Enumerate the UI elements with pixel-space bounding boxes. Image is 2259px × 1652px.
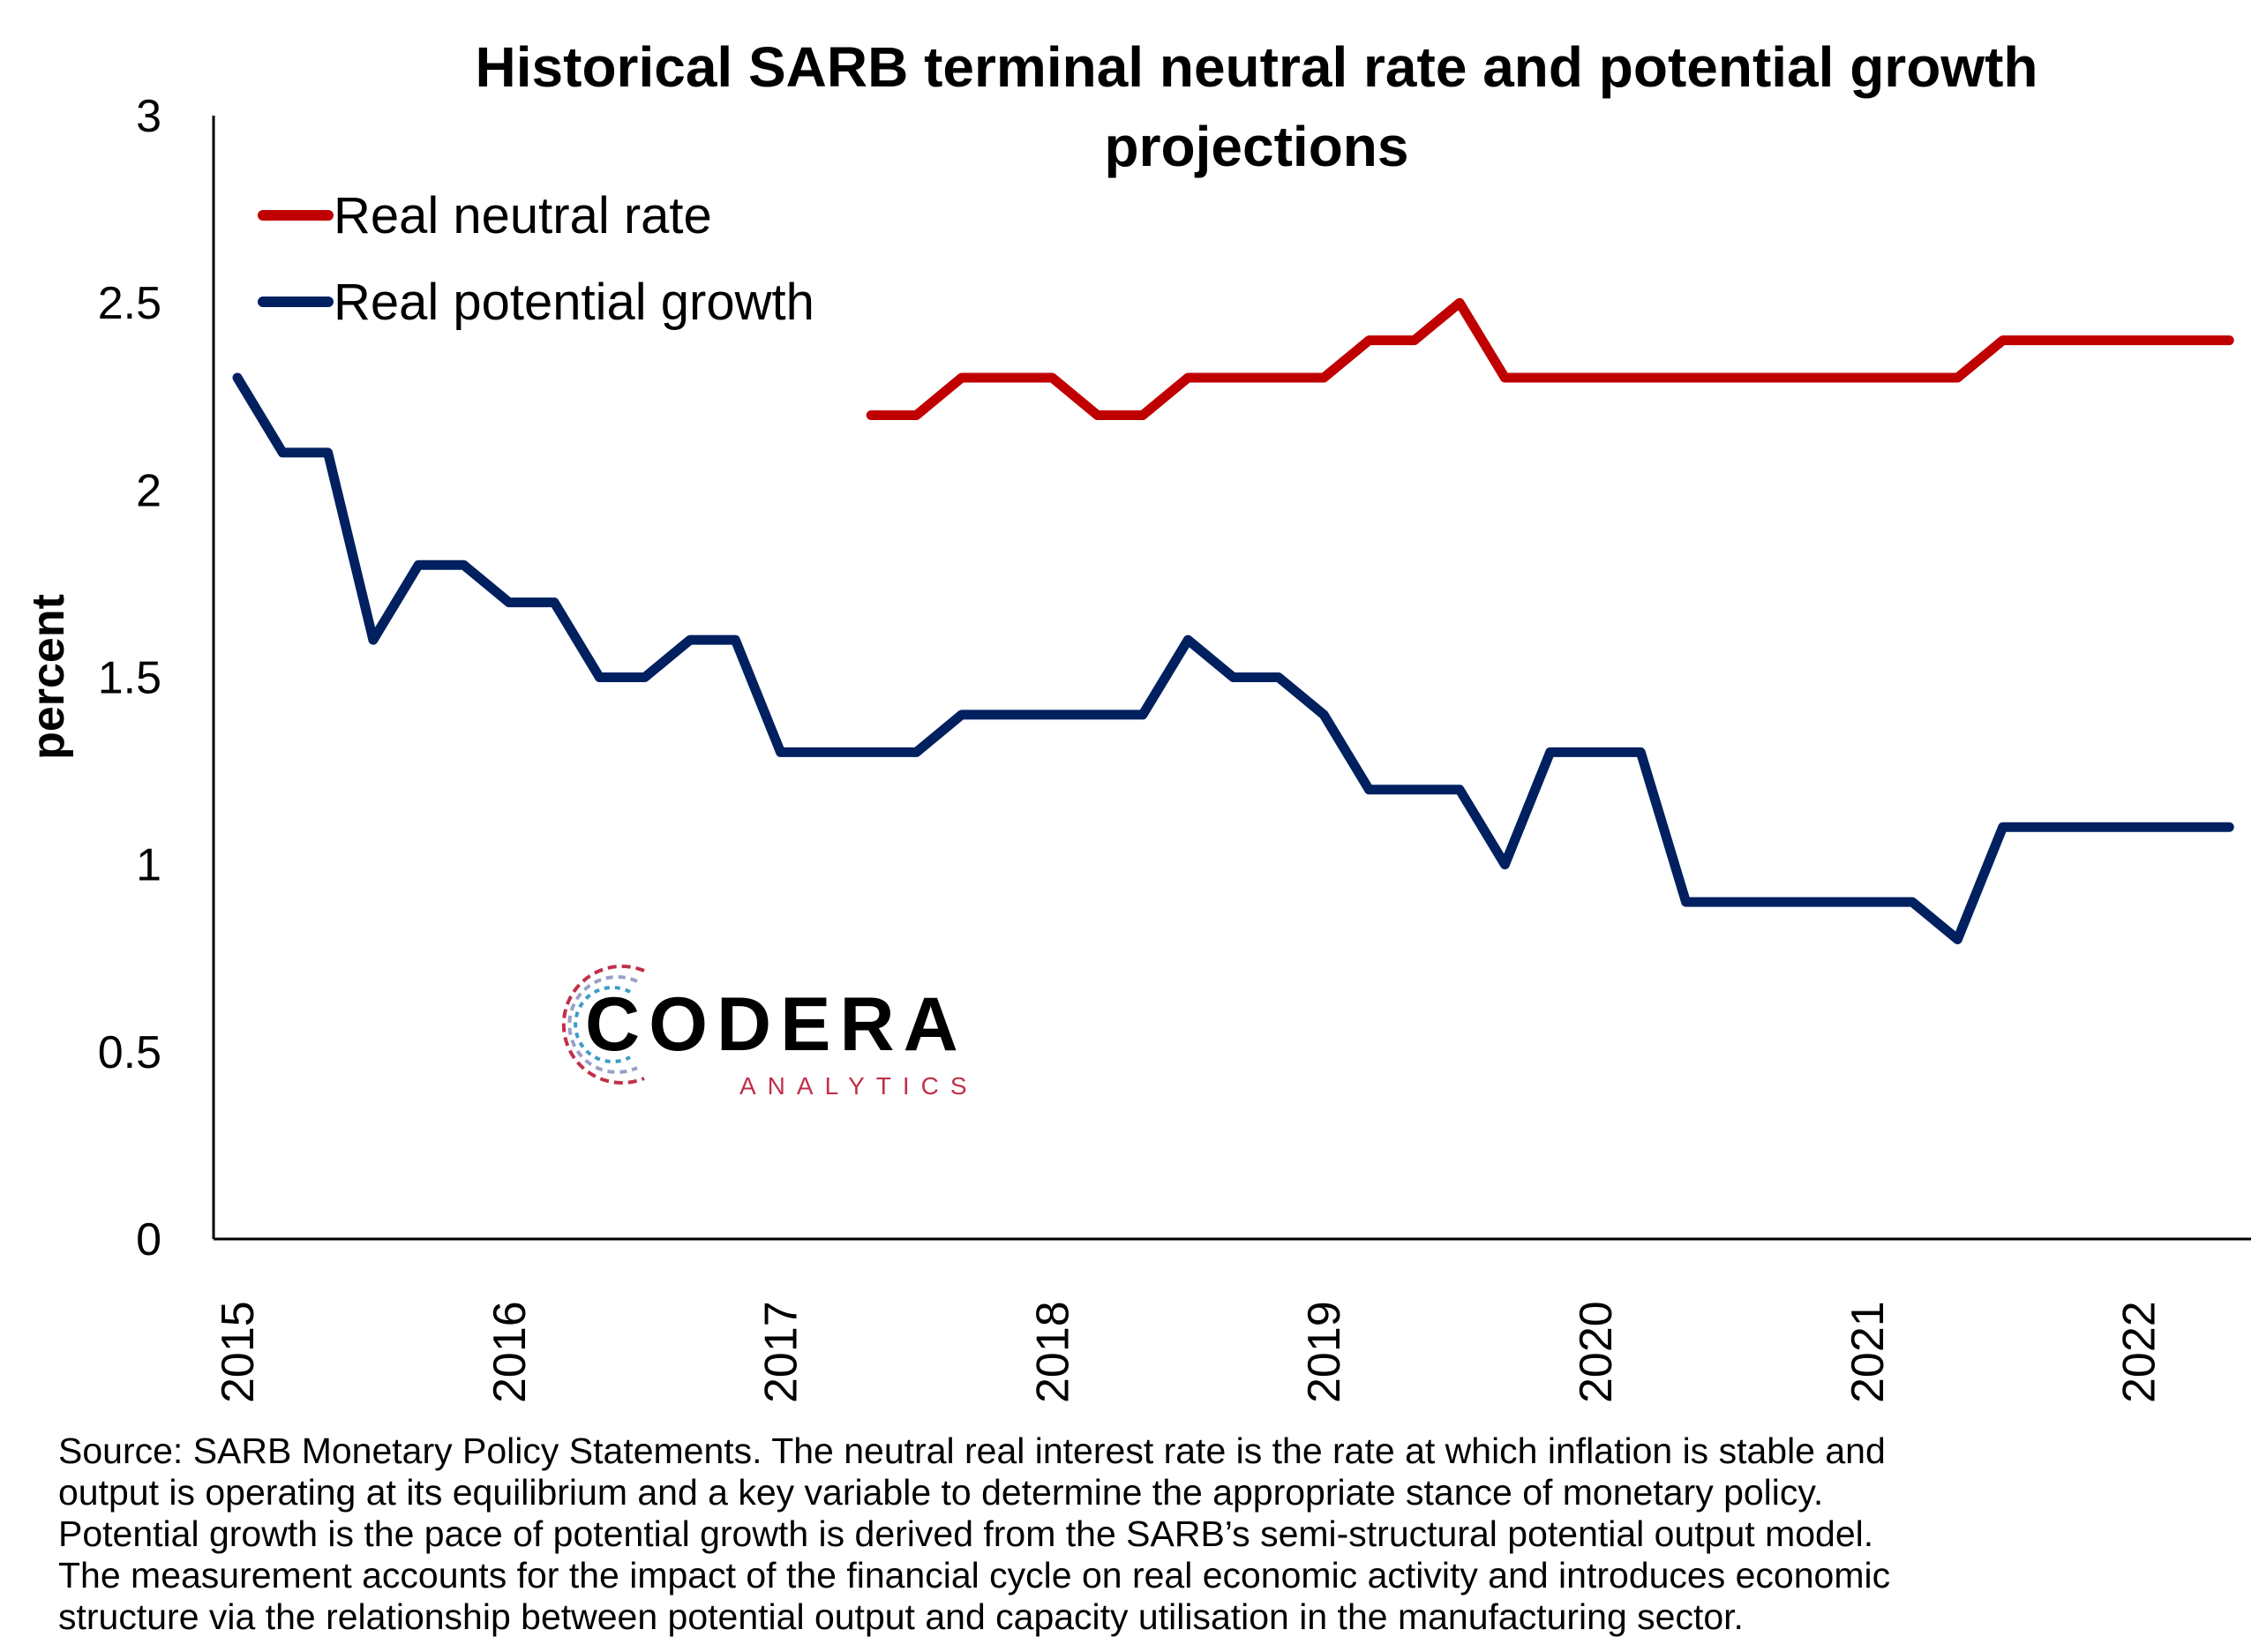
series-line-1 <box>232 372 2234 944</box>
x-tick-label: 2016 <box>484 1301 536 1403</box>
legend-label-real-neutral-rate: Real neutral rate <box>334 187 712 244</box>
y-axis-label: percent <box>23 594 74 760</box>
x-tick-label: 2015 <box>213 1301 264 1403</box>
chart-title-line-2: projections <box>1105 115 1409 178</box>
legend: Real neutral rate Real potential growth <box>258 187 814 331</box>
y-tick-label: 3 <box>136 91 161 142</box>
source-note: Source: SARB Monetary Policy Statements.… <box>58 1430 1890 1637</box>
y-tick-label: 1 <box>136 840 161 891</box>
legend-label-real-potential-growth: Real potential growth <box>334 274 814 331</box>
chart-title-line-1: Historical SARB terminal neutral rate an… <box>476 35 2038 99</box>
x-tick-label: 2017 <box>756 1301 807 1403</box>
series-lines <box>232 297 2234 944</box>
y-tick-labels: 0 0.5 1 1.5 2 2.5 3 <box>98 91 161 1265</box>
source-line: Source: SARB Monetary Policy Statements.… <box>58 1430 1886 1471</box>
source-line: The measurement accounts for the impact … <box>58 1555 1890 1596</box>
y-tick-label: 0.5 <box>98 1027 161 1078</box>
source-line: Potential growth is the pace of potentia… <box>58 1513 1873 1554</box>
source-line: structure via the relationship between p… <box>58 1596 1744 1637</box>
x-tick-label: 2019 <box>1299 1301 1350 1403</box>
x-tick-label: 2020 <box>1571 1301 1622 1403</box>
logo-rings-icon <box>561 965 645 1085</box>
source-line: output is operating at its equilibrium a… <box>58 1472 1823 1513</box>
x-tick-labels: 2015 2016 2017 2018 2019 2020 2021 2022 <box>213 1301 2165 1403</box>
logo-name: CODERA <box>585 982 967 1067</box>
y-tick-label: 0 <box>136 1214 161 1265</box>
y-tick-label: 1.5 <box>98 653 161 704</box>
series-line-0 <box>866 297 2234 420</box>
logo-sub: ANALYTICS <box>739 1072 979 1100</box>
codera-logo: CODERA ANALYTICS <box>561 965 979 1100</box>
x-tick-label: 2018 <box>1027 1301 1078 1403</box>
y-tick-label: 2 <box>136 465 161 516</box>
x-tick-label: 2021 <box>1842 1301 1894 1403</box>
y-tick-label: 2.5 <box>98 278 161 329</box>
x-tick-label: 2022 <box>2114 1301 2165 1403</box>
